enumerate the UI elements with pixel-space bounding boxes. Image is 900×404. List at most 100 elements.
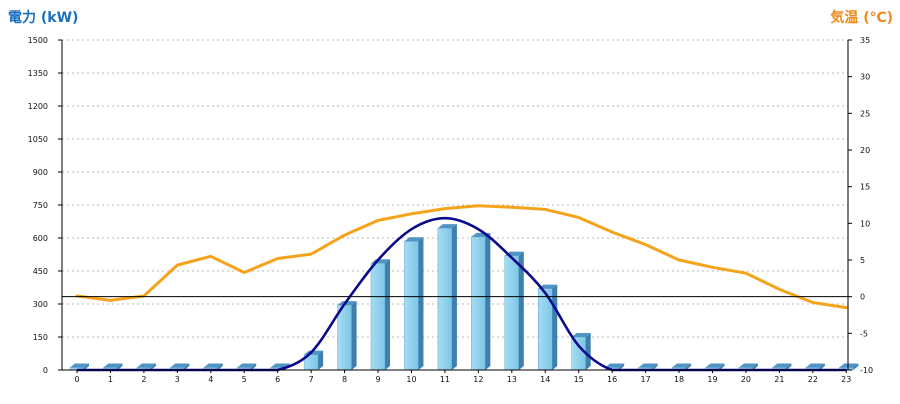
x-tick-label: 12 xyxy=(473,375,483,384)
power-bar-side xyxy=(619,363,625,370)
power-bar-front xyxy=(437,227,453,371)
x-tick-label: 22 xyxy=(808,375,818,384)
x-tick-label: 18 xyxy=(674,375,684,384)
x-tick-label: 1 xyxy=(108,375,113,384)
power-bar-front xyxy=(370,263,386,371)
power-bar-top xyxy=(203,363,223,368)
x-tick-label: 13 xyxy=(507,375,517,384)
axes-layer xyxy=(58,39,852,373)
power-bar-side xyxy=(217,363,223,370)
power-bar-side xyxy=(150,363,156,370)
left-axis-title: 電力 (kW) xyxy=(8,9,78,26)
power-bar xyxy=(303,350,324,371)
power-bar-side xyxy=(585,333,591,370)
power-bar-side xyxy=(184,363,190,370)
power-bar-side xyxy=(652,363,658,370)
x-tick-label: 15 xyxy=(574,375,584,384)
power-bar-top xyxy=(404,237,424,242)
power-bar-top xyxy=(738,363,758,368)
x-tick-label: 10 xyxy=(406,375,416,384)
x-tick-label: 19 xyxy=(707,375,717,384)
right-axis-title: 気温 (℃) xyxy=(830,9,893,26)
power-bar-front xyxy=(337,304,352,371)
power-bar-side xyxy=(686,363,692,370)
power-bar-side xyxy=(819,363,825,370)
temperature-line xyxy=(75,204,848,310)
power-bar-top xyxy=(805,363,825,368)
power-bar xyxy=(471,232,491,371)
right-tick-label: 10 xyxy=(860,219,870,228)
x-tick-label: 4 xyxy=(208,375,213,384)
grid-layer xyxy=(62,39,848,338)
left-tick-label: 1050 xyxy=(28,135,48,144)
x-tick-label: 5 xyxy=(242,375,247,384)
right-tick-label: 5 xyxy=(860,256,865,265)
left-tick-label: 450 xyxy=(33,267,48,276)
power-bar-side xyxy=(251,363,257,370)
power-bar-front xyxy=(404,241,419,371)
x-tick-label: 8 xyxy=(342,375,347,384)
right-tick-label: 25 xyxy=(860,109,870,118)
lines-layer xyxy=(75,204,848,372)
power-bar-top xyxy=(672,363,692,368)
power-bar-top xyxy=(270,363,290,368)
left-tick-label: 0 xyxy=(43,366,48,375)
power-bar-side xyxy=(117,363,123,370)
power-bar-side xyxy=(351,301,357,370)
power-bar-side xyxy=(518,251,524,370)
power-bar-top xyxy=(103,363,123,368)
x-tick-label: 6 xyxy=(275,375,280,384)
power-bar-side xyxy=(418,237,424,370)
right-tick-label: 35 xyxy=(860,36,870,45)
x-tick-label: 2 xyxy=(141,375,146,384)
left-tick-label: 1200 xyxy=(28,102,48,111)
x-tick-label: 23 xyxy=(841,375,851,384)
left-tick-label: 750 xyxy=(33,201,48,210)
left-tick-label: 300 xyxy=(33,300,48,309)
power-bar-front xyxy=(471,236,486,371)
power-bar-top xyxy=(538,284,558,289)
x-tick-label: 17 xyxy=(641,375,651,384)
power-bar xyxy=(337,301,357,371)
power-bar xyxy=(370,259,391,371)
power-bar-top xyxy=(638,363,658,368)
x-tick-label: 3 xyxy=(175,375,180,384)
power-bar-front xyxy=(504,255,520,371)
power-smooth-line xyxy=(76,216,847,372)
power-bar-top xyxy=(571,333,591,337)
power-bar xyxy=(504,251,524,371)
x-tick-label: 7 xyxy=(309,375,314,384)
right-tick-label: 20 xyxy=(860,146,870,155)
left-tick-label: 1350 xyxy=(28,69,48,78)
power-bar-side xyxy=(485,232,491,370)
power-bar-side xyxy=(752,363,758,370)
right-tick-label: 30 xyxy=(860,73,870,82)
power-bar-top xyxy=(839,363,859,368)
power-bar-top xyxy=(170,363,190,368)
power-bar-top xyxy=(337,301,357,306)
x-tick-label: 11 xyxy=(440,375,450,384)
power-bar-side xyxy=(318,350,324,370)
x-tick-label: 0 xyxy=(74,375,79,384)
left-tick-label: 150 xyxy=(33,333,48,342)
power-bar-side xyxy=(385,259,391,370)
labels-layer: 1500135012001050900750600450300150035302… xyxy=(28,36,873,384)
right-tick-label: -10 xyxy=(860,366,873,375)
right-tick-label: 0 xyxy=(860,293,865,302)
power-bar-side xyxy=(719,363,725,370)
left-tick-label: 900 xyxy=(33,168,48,177)
power-bar-side xyxy=(552,284,558,370)
power-bar-top xyxy=(70,363,89,368)
power-bar-top xyxy=(705,363,725,368)
x-tick-label: 20 xyxy=(741,375,751,384)
power-bar-side xyxy=(786,363,792,370)
power-bar-top xyxy=(136,363,156,368)
power-bar-side xyxy=(84,363,89,370)
power-bar-top xyxy=(437,224,457,229)
power-bar-front xyxy=(571,336,586,371)
right-tick-label: -5 xyxy=(860,329,868,338)
left-tick-label: 600 xyxy=(33,234,48,243)
left-tick-label: 1500 xyxy=(28,36,48,45)
